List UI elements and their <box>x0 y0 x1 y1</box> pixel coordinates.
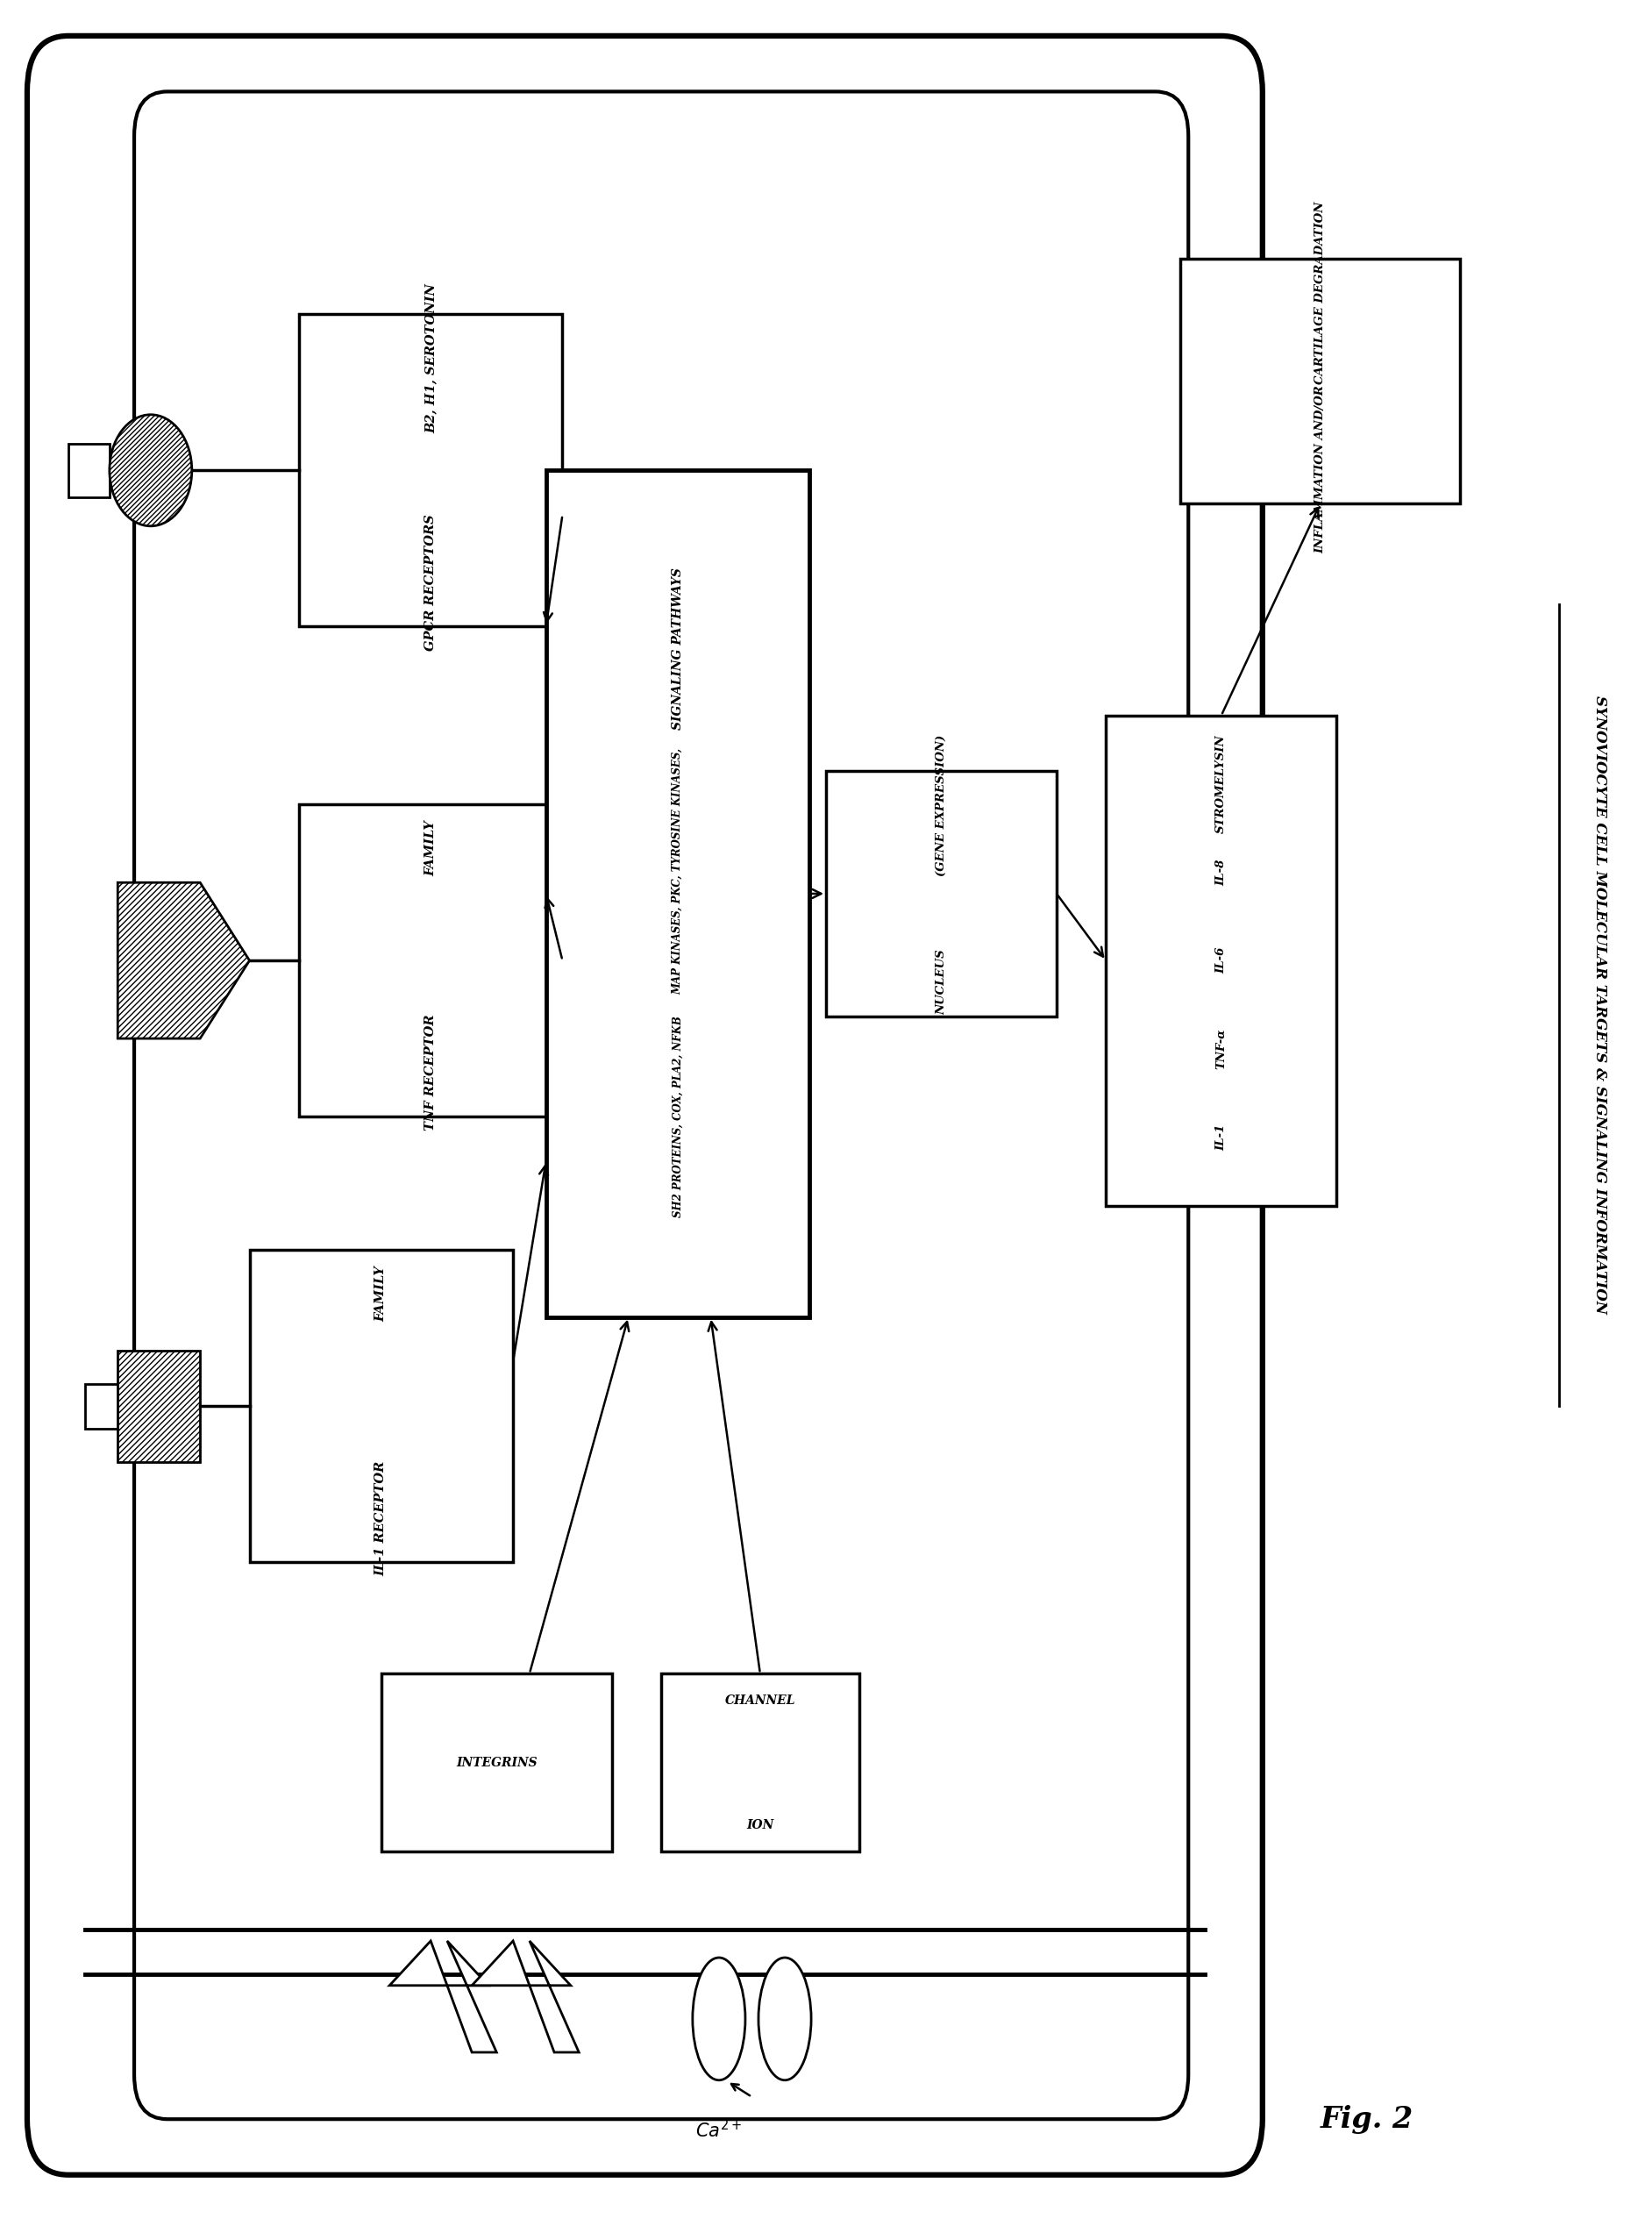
Text: SH2 PROTEINS, COX, PLA2, NFKB: SH2 PROTEINS, COX, PLA2, NFKB <box>672 1016 684 1217</box>
Text: (GENE EXPRESSION): (GENE EXPRESSION) <box>935 735 947 875</box>
Text: ION: ION <box>747 1820 773 1831</box>
Text: IL-8: IL-8 <box>1216 860 1227 887</box>
Text: FAMILY: FAMILY <box>425 820 436 875</box>
FancyBboxPatch shape <box>382 1673 611 1851</box>
Text: TNF-α: TNF-α <box>1216 1029 1227 1070</box>
Text: Fig. 2: Fig. 2 <box>1320 2106 1414 2133</box>
Text: IL-1 RECEPTOR: IL-1 RECEPTOR <box>375 1460 388 1576</box>
FancyBboxPatch shape <box>299 804 562 1116</box>
FancyBboxPatch shape <box>117 1351 200 1463</box>
Text: CARTILAGE DEGRADATION: CARTILAGE DEGRADATION <box>1315 201 1327 384</box>
Text: FAMILY: FAMILY <box>375 1266 388 1322</box>
Circle shape <box>109 415 192 527</box>
FancyBboxPatch shape <box>68 444 109 498</box>
Polygon shape <box>117 882 249 1038</box>
Text: TNF RECEPTOR: TNF RECEPTOR <box>425 1014 436 1130</box>
Text: B2, H1, SEROTONIN: B2, H1, SEROTONIN <box>425 284 436 433</box>
Text: IL-1: IL-1 <box>1216 1123 1227 1150</box>
FancyBboxPatch shape <box>299 315 562 625</box>
Polygon shape <box>472 1940 578 2052</box>
Text: SYNOVIOCYTE CELL MOLECULAR TARGETS & SIGNALING INFORMATION: SYNOVIOCYTE CELL MOLECULAR TARGETS & SIG… <box>1593 697 1607 1315</box>
Polygon shape <box>390 1940 497 2052</box>
Text: GPCR RECEPTORS: GPCR RECEPTORS <box>425 514 436 652</box>
FancyBboxPatch shape <box>134 92 1188 2119</box>
FancyBboxPatch shape <box>826 770 1057 1016</box>
Ellipse shape <box>758 1958 811 2081</box>
FancyBboxPatch shape <box>249 1250 514 1563</box>
Text: MAP KINASES, PKC, TYROSINE KINASES,: MAP KINASES, PKC, TYROSINE KINASES, <box>672 748 684 994</box>
FancyBboxPatch shape <box>1180 259 1460 505</box>
Text: $Ca^{2+}$: $Ca^{2+}$ <box>695 2119 742 2141</box>
Text: IL-6: IL-6 <box>1216 947 1227 974</box>
Text: CHANNEL: CHANNEL <box>725 1695 795 1706</box>
Text: NUCLEUS: NUCLEUS <box>935 949 947 1014</box>
Text: INTEGRINS: INTEGRINS <box>456 1757 537 1769</box>
FancyBboxPatch shape <box>1105 715 1336 1206</box>
Text: INFLAMMATION AND/OR: INFLAMMATION AND/OR <box>1315 386 1327 554</box>
FancyBboxPatch shape <box>547 471 809 1317</box>
FancyBboxPatch shape <box>26 36 1262 2175</box>
Ellipse shape <box>692 1958 745 2081</box>
Text: STROMELYSIN: STROMELYSIN <box>1216 735 1227 833</box>
FancyBboxPatch shape <box>84 1384 117 1429</box>
FancyBboxPatch shape <box>661 1673 859 1851</box>
Text: SIGNALING PATHWAYS: SIGNALING PATHWAYS <box>672 567 684 730</box>
